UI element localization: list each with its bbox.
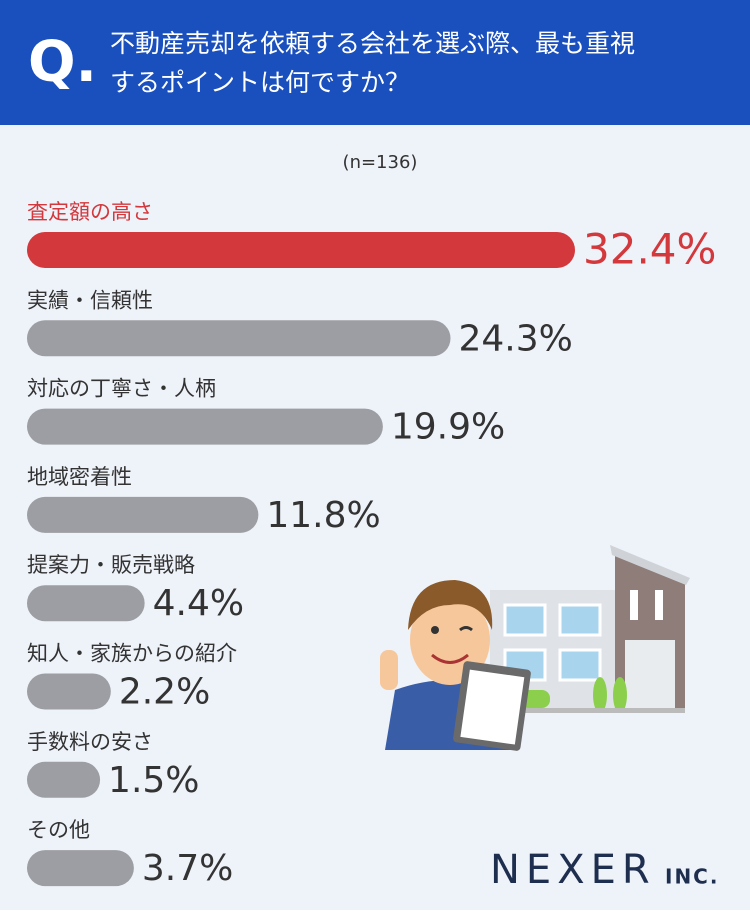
category-label: 知人・家族からの紹介	[27, 642, 237, 666]
bar	[27, 673, 111, 710]
bar	[27, 408, 383, 445]
category-label: 提案力・販売戦略	[27, 553, 195, 577]
category-label: 実績・信頼性	[27, 288, 153, 312]
note: (n=136)	[343, 152, 418, 173]
header	[0, 0, 750, 125]
bar	[27, 761, 101, 798]
bar	[27, 496, 259, 533]
bar	[27, 585, 145, 622]
q-mark: Q.	[28, 30, 97, 95]
illustration	[380, 545, 690, 751]
bar	[27, 320, 451, 357]
category-label: その他	[27, 818, 90, 842]
bar	[27, 850, 134, 887]
value-label: 11.8%	[266, 495, 380, 536]
category-label: 対応の丁寧さ・人柄	[27, 377, 216, 401]
category-label: 地域密着性	[27, 465, 132, 489]
title-line: 不動産売却を依頼する会社を選ぶ際、最も重視	[110, 29, 635, 58]
category-label: 査定額の高さ	[27, 200, 153, 224]
value-label: 1.5%	[108, 760, 199, 801]
value-label: 32.4%	[583, 225, 716, 274]
value-label: 4.4%	[153, 583, 244, 624]
logo-suffix: INC.	[665, 865, 719, 889]
logo: NEXER	[490, 847, 656, 893]
bar	[27, 232, 575, 268]
value-label: 19.9%	[391, 407, 505, 448]
value-label: 24.3%	[459, 318, 573, 359]
value-label: 2.2%	[119, 672, 210, 713]
category-label: 手数料の安さ	[27, 730, 153, 754]
title-line: するポイントは何ですか？	[110, 68, 410, 97]
value-label: 3.7%	[142, 848, 233, 889]
